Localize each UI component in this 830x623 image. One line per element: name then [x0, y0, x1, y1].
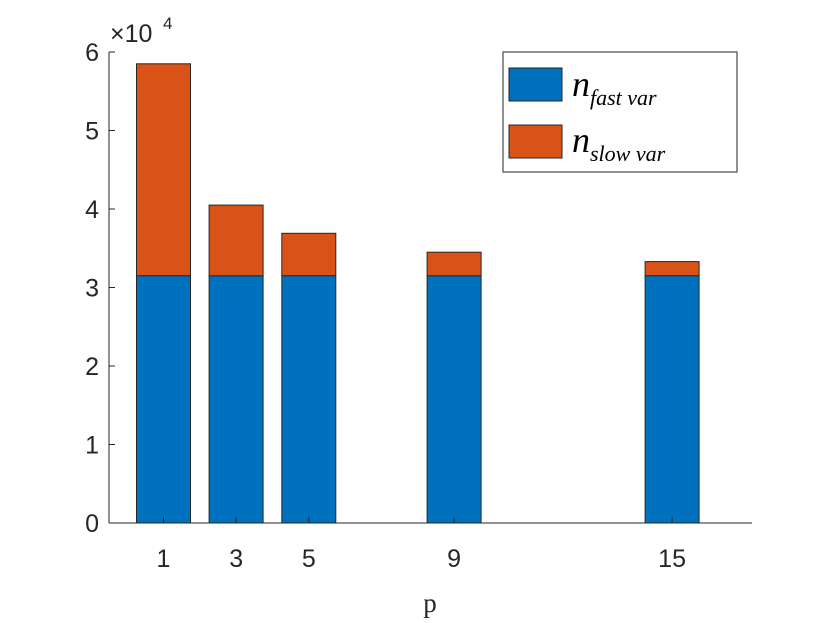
- legend-label-fast-sub: fast var: [590, 85, 657, 110]
- y-exponent-label: ×10: [110, 20, 152, 48]
- x-tick-label: 15: [658, 545, 686, 573]
- y-tick-label: 5: [85, 118, 99, 146]
- y-tick-label: 2: [85, 353, 99, 381]
- bar-slow-3: [208, 204, 264, 277]
- x-axis-title: p: [423, 588, 437, 618]
- legend-swatch-slow: [508, 124, 563, 159]
- bar-slow-1: [136, 63, 191, 277]
- bar-slow-15: [644, 261, 700, 277]
- x-ticks-layer: 1 3 5 9 15: [157, 517, 686, 573]
- x-tick-label: 1: [157, 545, 171, 573]
- legend-label-slow-main: n: [572, 120, 590, 160]
- bar-fast-5: [281, 275, 337, 524]
- bar-fast-15: [644, 275, 700, 524]
- legend-label-slow-sub: slow var: [590, 141, 666, 166]
- y-tick-label: 6: [85, 39, 99, 67]
- x-tick-label: 5: [302, 545, 316, 573]
- y-tick-label: 0: [85, 510, 99, 538]
- legend: nfast var nslow var: [502, 51, 738, 173]
- x-tick-label: 3: [229, 545, 243, 573]
- y-exponent-power: 4: [163, 14, 172, 33]
- legend-swatch-fast: [508, 67, 563, 102]
- y-tick-label: 1: [85, 432, 99, 460]
- y-tick-label: 4: [85, 196, 99, 224]
- y-ticks-layer: 0 1 2 3 4 5 6: [85, 39, 115, 538]
- bar-fast-3: [208, 275, 264, 524]
- bar-fast-9: [426, 275, 482, 524]
- x-tick-label: 9: [447, 545, 461, 573]
- bar-slow-9: [426, 251, 482, 277]
- bars-layer: [136, 63, 700, 524]
- legend-label-fast: nfast var: [572, 64, 657, 110]
- bar-slow-5: [281, 232, 337, 277]
- legend-label-slow: nslow var: [572, 120, 666, 166]
- y-tick-label: 3: [85, 275, 99, 303]
- bar-fast-1: [136, 275, 191, 524]
- legend-label-fast-main: n: [572, 64, 590, 104]
